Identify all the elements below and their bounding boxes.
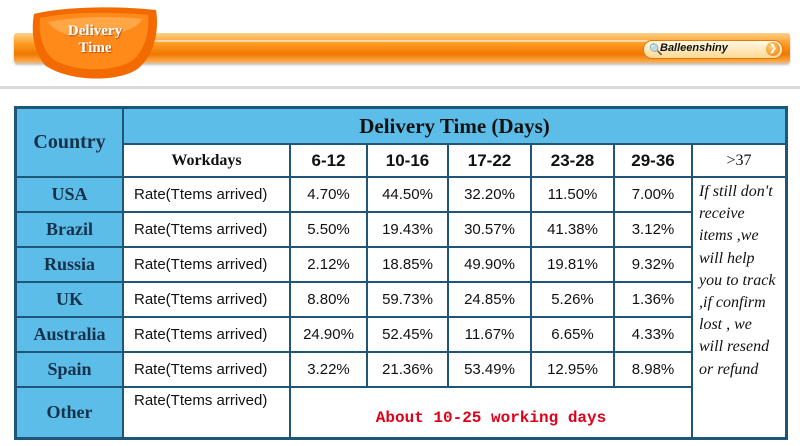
rate-value: 52.45% <box>368 318 447 351</box>
go-arrow-icon[interactable]: ❯ <box>766 42 780 56</box>
rate-label: Rate(Ttems arrived) <box>124 353 289 386</box>
range-header: 10-16 <box>368 145 447 176</box>
workdays-label: Workdays <box>124 145 289 176</box>
rate-label: Rate(Ttems arrived) <box>124 283 289 316</box>
rate-value: 7.00% <box>615 178 691 211</box>
rate-value: 3.12% <box>615 213 691 246</box>
rate-label: Rate(Ttems arrived) <box>124 213 289 246</box>
rate-value: 30.57% <box>449 213 530 246</box>
rate-value: 24.85% <box>449 283 530 316</box>
other-delivery-note: About 10-25 working days <box>291 388 691 437</box>
rate-value: 6.65% <box>532 318 613 351</box>
country-other: Other <box>17 388 122 437</box>
rate-value: 32.20% <box>449 178 530 211</box>
rate-value: 19.81% <box>532 248 613 281</box>
search-box[interactable]: 🔍 Balleenshiny ❯ <box>643 40 783 59</box>
range-header-over: >37 <box>693 145 785 176</box>
rate-label: Rate(Ttems arrived) <box>124 178 289 211</box>
rate-value: 11.50% <box>532 178 613 211</box>
country-russia: Russia <box>17 248 122 281</box>
rate-value: 53.49% <box>449 353 530 386</box>
header-divider <box>0 86 800 89</box>
rate-value: 59.73% <box>368 283 447 316</box>
rate-value: 2.12% <box>291 248 366 281</box>
delivery-table: Country Delivery Time (Days) Workdays 6-… <box>14 106 788 440</box>
badge-line-1: Delivery <box>67 23 123 39</box>
rate-value: 41.38% <box>532 213 613 246</box>
country-spain: Spain <box>17 353 122 386</box>
rate-value: 12.95% <box>532 353 613 386</box>
rate-value: 1.36% <box>615 283 691 316</box>
rate-value: 9.32% <box>615 248 691 281</box>
country-brazil: Brazil <box>17 213 122 246</box>
country-australia: Australia <box>17 318 122 351</box>
rate-value: 3.22% <box>291 353 366 386</box>
tracking-note-text: If still don't receive items ,we will he… <box>699 183 776 378</box>
badge-title: Delivery Time <box>54 23 136 57</box>
range-header: 23-28 <box>532 145 613 176</box>
rate-value: 44.50% <box>368 178 447 211</box>
table-title: Delivery Time (Days) <box>124 109 785 143</box>
rate-value: 19.43% <box>368 213 447 246</box>
rate-value: 49.90% <box>449 248 530 281</box>
rate-value: 21.36% <box>368 353 447 386</box>
search-brand-text: Balleenshiny <box>660 42 728 54</box>
rate-value: 5.26% <box>532 283 613 316</box>
range-header: 6-12 <box>291 145 366 176</box>
rate-label: Rate(Ttems arrived) <box>124 248 289 281</box>
banner-highlight <box>134 40 770 42</box>
range-header: 17-22 <box>449 145 530 176</box>
tracking-note: If still don't receive items ,we will he… <box>693 178 785 437</box>
rate-value: 24.90% <box>291 318 366 351</box>
rate-value: 11.67% <box>449 318 530 351</box>
rate-value: 8.98% <box>615 353 691 386</box>
delivery-time-badge <box>32 7 158 79</box>
rate-value: 8.80% <box>291 283 366 316</box>
rate-value: 5.50% <box>291 213 366 246</box>
country-header: Country <box>17 109 122 176</box>
rate-label: Rate(Ttems arrived) <box>124 318 289 351</box>
rate-value: 4.33% <box>615 318 691 351</box>
rate-value: 4.70% <box>291 178 366 211</box>
badge-line-2: Time <box>78 40 112 56</box>
country-uk: UK <box>17 283 122 316</box>
search-icon[interactable]: 🔍 <box>649 44 663 56</box>
rate-label: Rate(Ttems arrived) <box>124 388 289 437</box>
rate-value: 18.85% <box>368 248 447 281</box>
range-header: 29-36 <box>615 145 691 176</box>
country-usa: USA <box>17 178 122 211</box>
